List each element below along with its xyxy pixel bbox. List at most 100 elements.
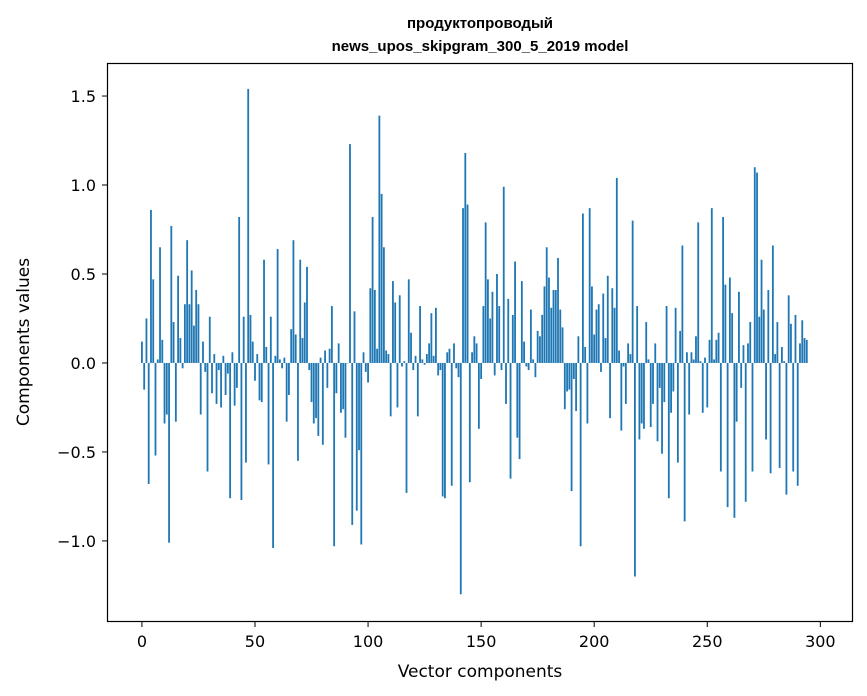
bar: [525, 362, 528, 367]
bar: [577, 336, 580, 363]
bar: [557, 257, 559, 363]
bar: [609, 362, 611, 419]
bar: [713, 359, 715, 363]
bar: [378, 115, 381, 363]
bar: [217, 362, 220, 371]
bar: [163, 362, 166, 424]
bar: [676, 362, 679, 463]
bar: [412, 362, 415, 371]
bar: [428, 343, 431, 363]
bar: [622, 362, 625, 367]
bar: [321, 362, 324, 445]
y-axis-label: Components values: [14, 258, 34, 426]
bar: [548, 277, 550, 363]
bar: [688, 362, 691, 415]
bar: [758, 316, 761, 363]
chart-title: продуктопроводый: [407, 15, 553, 32]
bar: [568, 362, 571, 390]
bar: [328, 348, 331, 363]
bar: [258, 362, 261, 401]
bar: [697, 222, 700, 363]
bar: [421, 359, 424, 363]
bar: [536, 330, 539, 363]
chart-subtitle: news_upos_skipgram_300_5_2019 model: [332, 38, 629, 55]
bar: [473, 336, 476, 363]
bar: [340, 362, 342, 413]
bar: [584, 346, 587, 363]
bar: [294, 334, 297, 363]
bar: [143, 362, 146, 390]
bar: [324, 350, 326, 363]
bar: [446, 352, 449, 363]
bar: [735, 362, 738, 422]
x-tick-label: 300: [805, 632, 836, 651]
bar: [579, 362, 582, 547]
bar: [701, 362, 704, 413]
bar: [724, 284, 727, 363]
bar: [695, 336, 697, 363]
bar: [337, 343, 340, 363]
bar: [382, 247, 385, 363]
bar: [251, 341, 254, 363]
bar: [801, 320, 804, 363]
bar: [154, 362, 157, 456]
bar: [654, 343, 657, 363]
bar: [631, 220, 634, 363]
bar: [606, 275, 609, 363]
bar: [487, 279, 489, 363]
bar: [333, 362, 336, 547]
bar: [240, 362, 243, 500]
y-tick-label: 0.5: [71, 265, 96, 284]
bar: [665, 306, 668, 363]
bar: [591, 286, 593, 363]
bar: [199, 362, 202, 415]
bar: [480, 362, 483, 379]
bar: [308, 362, 311, 371]
bar: [288, 362, 290, 395]
bar: [627, 343, 630, 363]
bar: [202, 341, 204, 363]
bar: [715, 339, 718, 363]
bar: [312, 362, 315, 424]
bar: [511, 314, 514, 363]
bar: [790, 323, 792, 363]
bar: [249, 314, 252, 363]
bar: [520, 281, 523, 363]
bar: [692, 359, 695, 363]
bar: [783, 361, 786, 363]
bar: [710, 208, 713, 363]
bar: [640, 362, 643, 424]
x-tick-label: 150: [466, 632, 497, 651]
bar: [787, 295, 790, 363]
bar: [502, 186, 505, 363]
bar: [233, 362, 236, 406]
bar: [468, 362, 471, 483]
bar: [281, 362, 284, 369]
bar: [731, 313, 734, 363]
bar: [376, 348, 379, 363]
bar: [751, 362, 754, 472]
bar: [439, 362, 442, 371]
bar: [156, 359, 159, 363]
bar: [643, 362, 645, 429]
bar: [462, 208, 464, 363]
y-tick-label: 1.0: [71, 176, 96, 195]
bar: [220, 362, 222, 408]
bar: [613, 307, 616, 363]
bar: [514, 261, 516, 363]
bar: [306, 266, 308, 363]
bar: [238, 217, 241, 363]
bar: [351, 362, 354, 525]
bar: [543, 286, 546, 363]
bar: [509, 362, 512, 479]
bar: [416, 362, 419, 417]
bar: [740, 362, 743, 388]
bar: [529, 309, 532, 363]
bar: [747, 343, 749, 363]
bar: [299, 259, 302, 363]
bar: [620, 362, 623, 431]
bar: [269, 316, 272, 363]
bar: [272, 362, 274, 549]
bar: [647, 359, 650, 363]
bar: [672, 362, 675, 392]
